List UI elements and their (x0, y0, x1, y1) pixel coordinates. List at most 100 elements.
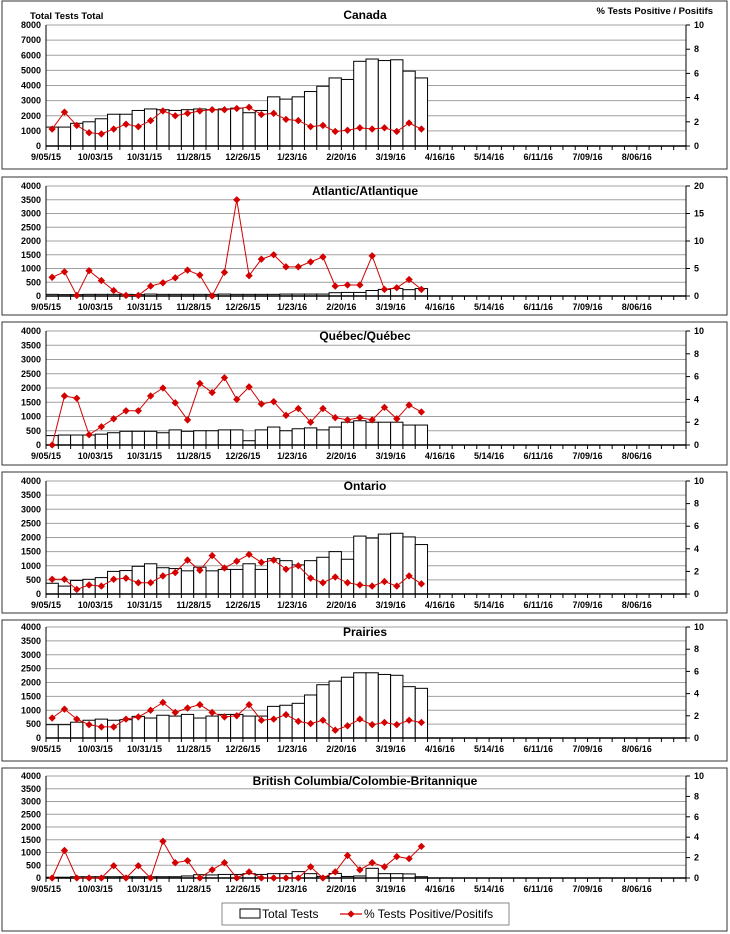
data-point (233, 196, 241, 204)
panel-atlantic-atlantique: 0 500 1000 1500 2000 2500 3000 3500 4000 0 5 10 15 20… (1, 176, 728, 316)
data-point (146, 392, 155, 400)
data-point (270, 715, 278, 723)
y-tick-label: 500 (26, 575, 41, 585)
data-point (97, 423, 106, 431)
data-point (208, 106, 216, 114)
bar (168, 429, 182, 446)
data-point (48, 714, 56, 722)
bar (119, 570, 133, 595)
x-tick-label: 9/05/15 (31, 152, 61, 162)
bar (193, 717, 207, 739)
data-point (356, 413, 364, 422)
y2-tick-label: 10 (694, 771, 704, 781)
data-point (368, 859, 376, 867)
x-tick-label: 12/26/15 (225, 884, 260, 894)
data-point (380, 718, 389, 727)
y2-tick-label: 10 (694, 622, 704, 632)
data-point (171, 112, 179, 120)
data-point (405, 275, 413, 284)
data-point (393, 284, 401, 292)
data-point (343, 416, 352, 424)
data-point (60, 846, 69, 855)
data-point (159, 107, 167, 115)
data-point (208, 551, 216, 560)
bar (230, 107, 244, 147)
bar (267, 558, 281, 595)
data-point (356, 124, 364, 132)
bar (365, 58, 379, 147)
data-point (270, 398, 278, 406)
x-tick-label: 8/06/16 (622, 302, 652, 312)
y2-tick-label: 6 (694, 68, 699, 78)
y2-tick-label: 2 (694, 417, 699, 427)
data-point (282, 711, 290, 719)
data-point (417, 285, 426, 294)
bar (156, 714, 170, 739)
x-tick-label: 11/28/15 (176, 744, 211, 754)
y-tick-label: 1000 (21, 264, 41, 274)
legend: Total Tests % Tests Positive/Positifs (221, 902, 510, 926)
bar (328, 551, 342, 595)
bar (267, 426, 281, 446)
data-point (60, 392, 69, 400)
y-tick-label: 0 (36, 440, 41, 450)
data-point (356, 715, 364, 723)
data-point (171, 274, 179, 282)
bar (377, 421, 392, 446)
x-tick-label: 10/03/15 (78, 884, 113, 894)
x-tick-label: 3/19/16 (376, 451, 406, 461)
x-tick-label: 10/31/15 (127, 152, 162, 162)
data-point (257, 558, 266, 567)
bar (205, 570, 219, 595)
bar (377, 60, 392, 147)
y-tick-label: 7000 (21, 35, 41, 45)
bar (230, 568, 244, 595)
x-tick-label: 9/05/15 (31, 744, 61, 754)
bar (217, 568, 232, 595)
data-point (208, 292, 216, 300)
data-point (85, 129, 93, 137)
x-tick-label: 11/28/15 (176, 451, 211, 461)
bar (303, 427, 318, 446)
data-point (233, 557, 241, 565)
data-point (405, 401, 413, 409)
x-tick-label: 9/05/15 (31, 600, 61, 610)
bar (254, 568, 269, 595)
x-tick-label: 10/03/15 (78, 451, 113, 461)
data-point (48, 874, 56, 882)
bar (414, 424, 429, 446)
y-tick-label: 3000 (21, 797, 41, 807)
x-tick-label: 6/11/16 (524, 152, 554, 162)
x-tick-label: 8/06/16 (622, 152, 652, 162)
x-tick-label: 12/26/15 (225, 152, 260, 162)
bar (70, 434, 84, 446)
bar (340, 78, 355, 147)
y2-tick-label: 0 (694, 440, 699, 450)
bar (402, 70, 416, 147)
x-tick-label: 4/16/16 (425, 302, 455, 312)
data-point (245, 383, 253, 391)
data-point (380, 577, 389, 586)
bar (143, 563, 158, 595)
bar (57, 126, 72, 147)
y-tick-label: 4000 (21, 181, 41, 191)
x-tick-label: 3/19/16 (376, 600, 406, 610)
x-tick-label: 3/19/16 (376, 884, 406, 894)
y2-tick-label: 8 (694, 499, 699, 509)
data-point (306, 574, 315, 582)
data-point (393, 852, 401, 861)
x-tick-label: 7/09/16 (573, 302, 603, 312)
y-tick-label: 1000 (21, 705, 41, 715)
bar (402, 289, 416, 297)
y-tick-label: 2500 (21, 369, 41, 379)
y2-tick-label: 6 (694, 666, 699, 676)
data-point (257, 110, 266, 119)
data-point (245, 271, 253, 280)
data-point (73, 291, 81, 300)
data-point (196, 566, 204, 574)
data-point (282, 874, 290, 882)
data-point (134, 291, 142, 300)
x-tick-label: 8/06/16 (622, 600, 652, 610)
bar (328, 77, 342, 147)
